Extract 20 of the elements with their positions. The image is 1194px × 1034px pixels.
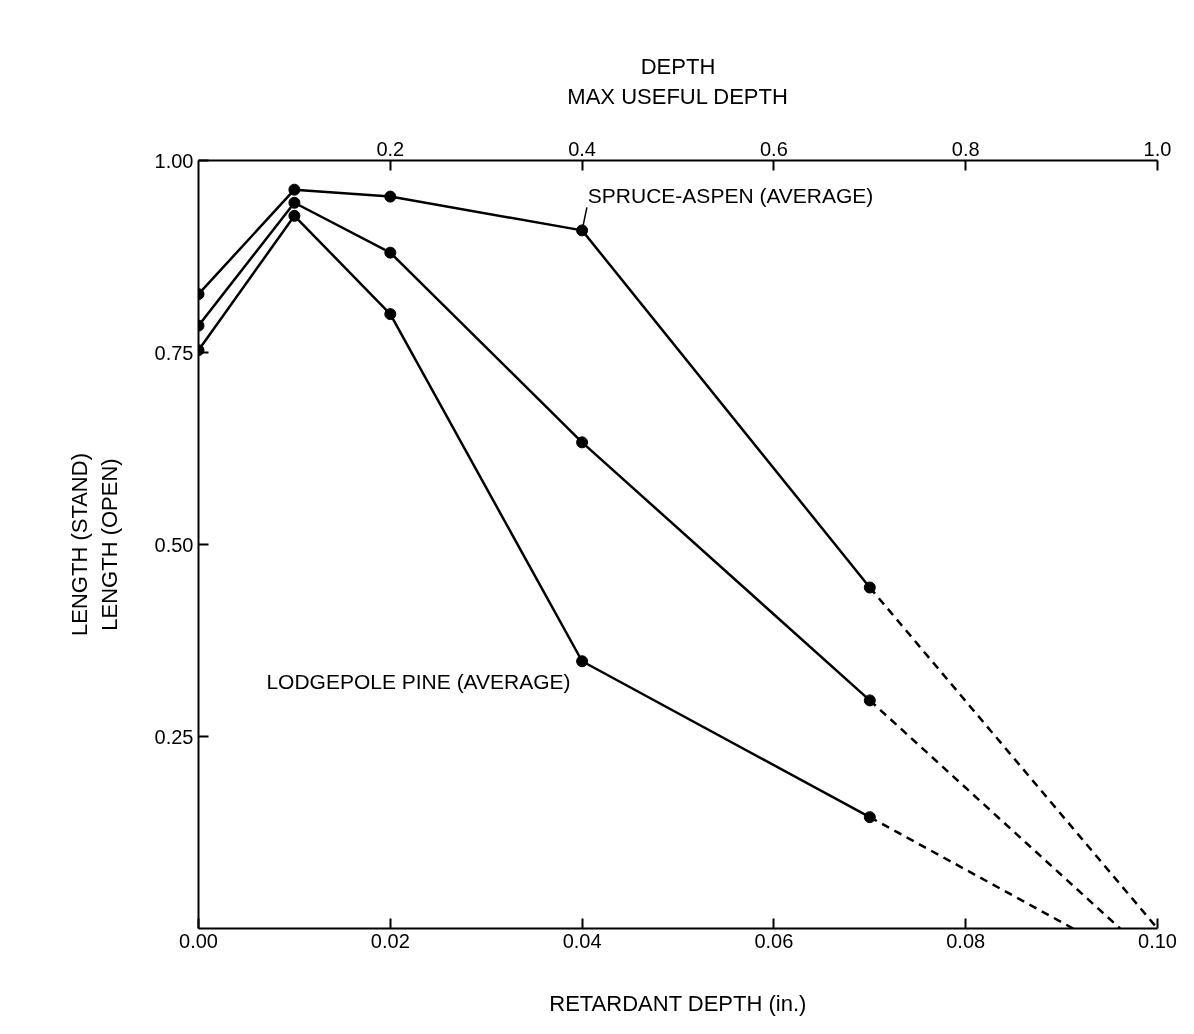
- series-label: SPRUCE-ASPEN (AVERAGE): [587, 184, 874, 208]
- y-tick-label: 0.75: [154, 341, 194, 364]
- x2-tick-label: 0.8: [951, 137, 980, 160]
- x2-tick-label: 1.0: [1143, 137, 1172, 160]
- series-label: LODGEPOLE PINE (AVERAGE): [266, 670, 571, 694]
- x-tick-label: 0.04: [562, 929, 602, 952]
- y-tick-label: 1.00: [154, 149, 194, 172]
- x2-tick-label: 0.6: [760, 137, 788, 160]
- x2-tick-label: 0.2: [376, 137, 405, 160]
- x-tick-label: 0.10: [1138, 929, 1177, 952]
- x2-tick-label: 0.4: [568, 137, 597, 160]
- x-tick-label: 0.00: [179, 929, 218, 952]
- x-tick-label: 0.08: [946, 929, 986, 952]
- y-axis-title: LENGTH (STAND) LENGTH (OPEN): [66, 453, 122, 636]
- x-tick-label: 0.06: [754, 929, 794, 952]
- x-axis-title: RETARDANT DEPTH (in.): [549, 990, 807, 1016]
- y-tick-label: 0.25: [154, 725, 194, 748]
- y-tick-label: 0.50: [154, 533, 194, 556]
- x2-axis-title: DEPTH MAX USEFUL DEPTH: [567, 53, 788, 109]
- x-tick-label: 0.02: [370, 929, 410, 952]
